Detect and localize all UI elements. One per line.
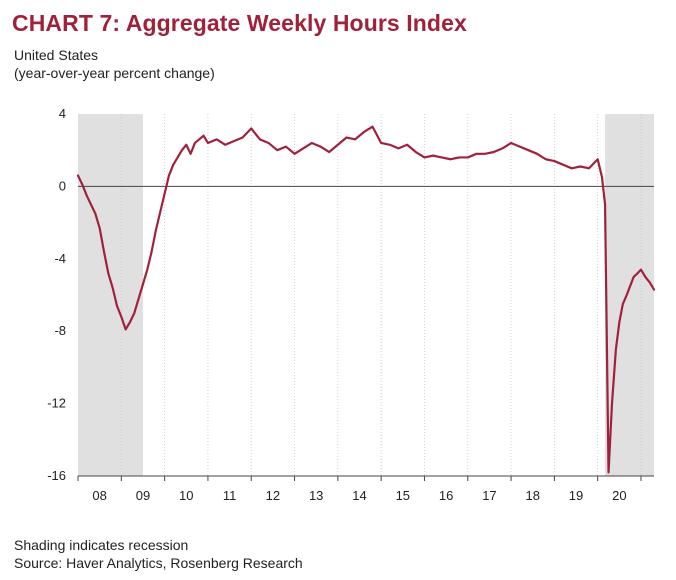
recession-band-0 [78,114,143,476]
series-layer [76,125,656,474]
subtitle-units: (year-over-year percent change) [14,65,215,81]
chart-footer: Shading indicates recession Source: Have… [14,536,303,572]
x-tick-label: 12 [266,488,280,503]
recession-band-1 [605,114,654,476]
x-tick-label: 19 [569,488,583,503]
y-tick-label: -12 [47,396,66,411]
gridlines [120,114,642,476]
x-tick-label: 09 [136,488,150,503]
x-tick-label: 08 [92,488,106,503]
x-axis [77,475,654,481]
x-axis-ticks: 08 09 10 11 12 13 14 15 16 17 18 19 20 [92,488,626,503]
x-tick-label: 18 [526,488,540,503]
recession-bands [78,114,654,476]
x-tick-label: 13 [309,488,323,503]
chart-title: CHART 7: Aggregate Weekly Hours Index [12,10,467,36]
y-tick-label: 0 [59,178,66,193]
y-axis-ticks: 4 0 -4 -8 -12 -16 [47,106,66,483]
recession-note: Shading indicates recession [14,537,189,553]
y-tick-label: -16 [47,468,66,483]
x-tick-label: 10 [179,488,193,503]
x-tick-label: 16 [439,488,453,503]
subtitle-region: United States [14,47,99,63]
y-tick-label: -8 [54,323,66,338]
chart-subtitle: United States (year-over-year percent ch… [14,46,215,82]
x-tick-label: 17 [482,488,496,503]
x-tick-label: 11 [223,488,237,503]
y-tick-label: 4 [59,106,66,121]
source-note: Source: Haver Analytics, Rosenberg Resea… [14,555,303,571]
series-line-0 [76,125,656,474]
x-tick-label: 14 [352,488,366,503]
x-tick-label: 20 [612,488,626,503]
y-tick-label: -4 [54,251,66,266]
x-tick-label: 15 [396,488,410,503]
